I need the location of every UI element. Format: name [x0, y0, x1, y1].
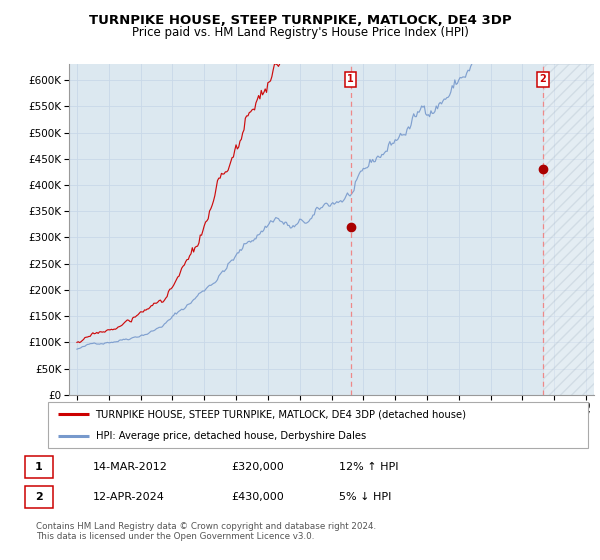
Text: TURNPIKE HOUSE, STEEP TURNPIKE, MATLOCK, DE4 3DP (detached house): TURNPIKE HOUSE, STEEP TURNPIKE, MATLOCK,…: [95, 409, 467, 419]
Text: Price paid vs. HM Land Registry's House Price Index (HPI): Price paid vs. HM Land Registry's House …: [131, 26, 469, 39]
FancyBboxPatch shape: [25, 456, 53, 478]
Text: 1: 1: [35, 462, 43, 472]
Text: 2: 2: [35, 492, 43, 502]
Bar: [543, 64, 594, 395]
FancyBboxPatch shape: [48, 402, 588, 448]
Text: Contains HM Land Registry data © Crown copyright and database right 2024.
This d: Contains HM Land Registry data © Crown c…: [36, 522, 376, 542]
Text: £320,000: £320,000: [231, 462, 284, 472]
Text: 5% ↓ HPI: 5% ↓ HPI: [339, 492, 391, 502]
Text: TURNPIKE HOUSE, STEEP TURNPIKE, MATLOCK, DE4 3DP: TURNPIKE HOUSE, STEEP TURNPIKE, MATLOCK,…: [89, 13, 511, 27]
Text: 14-MAR-2012: 14-MAR-2012: [93, 462, 168, 472]
Text: 12-APR-2024: 12-APR-2024: [93, 492, 165, 502]
Text: £430,000: £430,000: [231, 492, 284, 502]
Text: HPI: Average price, detached house, Derbyshire Dales: HPI: Average price, detached house, Derb…: [95, 431, 366, 441]
Text: 2: 2: [539, 74, 546, 84]
Text: 12% ↑ HPI: 12% ↑ HPI: [339, 462, 398, 472]
Text: 1: 1: [347, 74, 354, 84]
FancyBboxPatch shape: [25, 487, 53, 508]
